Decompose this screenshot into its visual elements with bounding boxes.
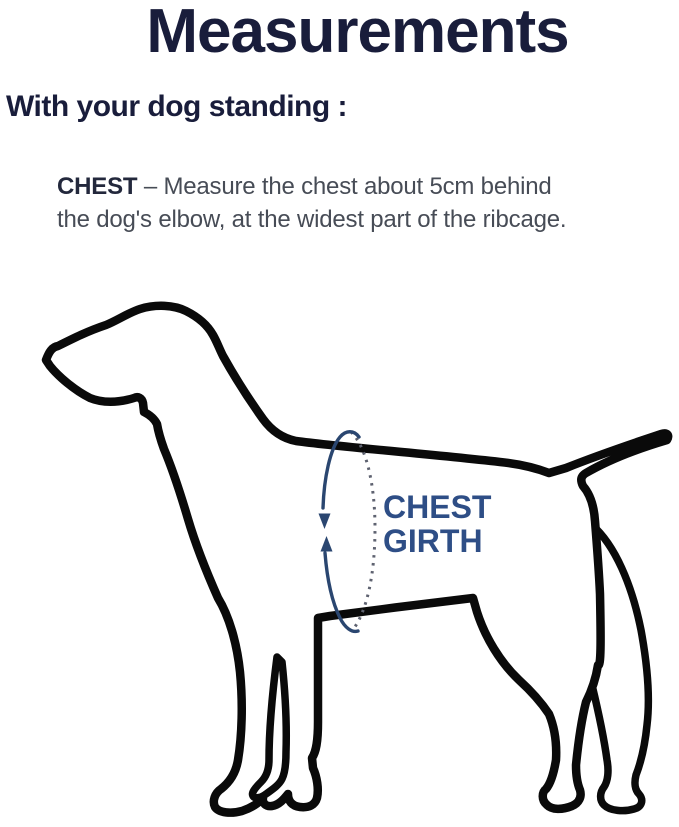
dog-far-front-leg-path <box>248 653 291 802</box>
chest-girth-label-line1: CHEST <box>383 489 492 525</box>
instruction-lead-word: CHEST <box>57 173 138 200</box>
instruction-separator: – <box>143 173 157 200</box>
page-title: Measurements <box>146 0 569 66</box>
girth-ellipse-solid-arc-upper <box>321 430 361 510</box>
section-subtitle: With your dog standing : <box>6 90 348 123</box>
instruction-line1: Measure the chest about 5cm behind <box>163 173 552 200</box>
dog-silhouette-path <box>41 301 673 817</box>
girth-ellipse-solid-arc-lower <box>323 551 360 634</box>
girth-arrow-up-icon <box>320 536 333 552</box>
chest-girth-label-line2: GIRTH <box>383 523 483 559</box>
chest-girth-label: CHEST GIRTH <box>383 490 491 558</box>
chest-instruction-text: CHEST – Measure the chest about 5cm behi… <box>57 170 642 236</box>
instruction-line2: the dog's elbow, at the widest part of t… <box>57 206 567 233</box>
girth-arrow-down-icon <box>318 513 331 529</box>
